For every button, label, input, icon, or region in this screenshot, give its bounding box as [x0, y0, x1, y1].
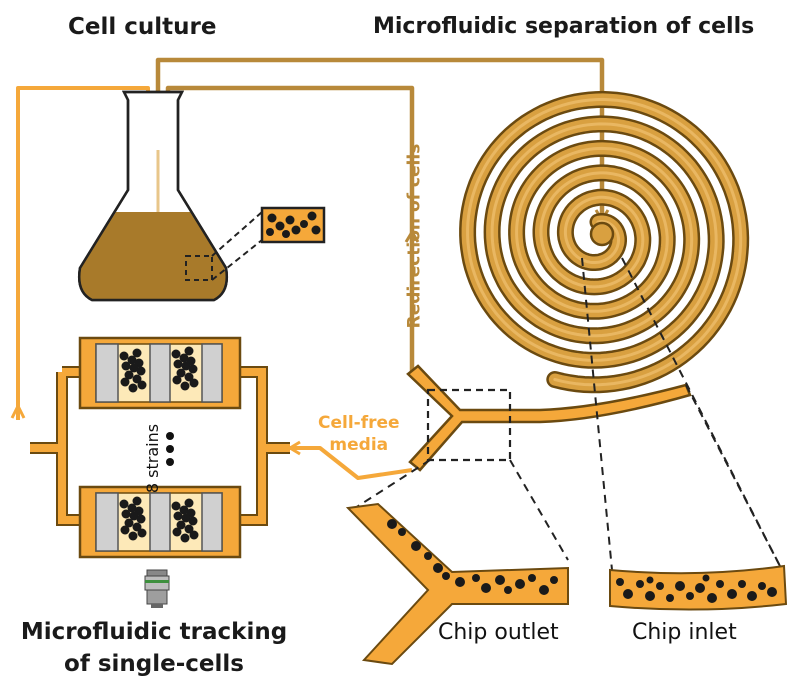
culture-medium [79, 212, 227, 300]
spiral-chip [459, 90, 750, 394]
tracking-device [30, 336, 290, 559]
microscope-objective-icon [144, 569, 170, 608]
tracking-line2: of single-cells [64, 651, 244, 677]
chip-outlet-label: Chip outlet [438, 620, 559, 645]
cell-free-media-label: Cell-free media [318, 412, 400, 456]
cell-culture-title: Cell culture [68, 14, 217, 40]
redirection-label: Redirection of cells [404, 143, 425, 329]
cell-free-line2: media [329, 435, 389, 455]
tracking-line1: Microfluidic tracking [20, 619, 288, 645]
chip-inlet-zoom [609, 564, 788, 611]
microfluidic-separation-title: Microfluidic separation of cells [373, 14, 755, 39]
zoom-lines [351, 257, 783, 571]
chip-outlet-zoom [345, 502, 569, 666]
tracking-title: Microfluidic tracking of single-cells [18, 616, 290, 680]
flask-zoom-callout [211, 206, 326, 281]
culture-flask [78, 90, 228, 302]
strains-label: 8 strains [143, 423, 163, 494]
chip-outlet-junction [406, 364, 692, 472]
zoom-region [185, 255, 213, 281]
chip-inlet-label: Chip inlet [632, 620, 737, 645]
cell-free-line1: Cell-free [318, 413, 400, 433]
